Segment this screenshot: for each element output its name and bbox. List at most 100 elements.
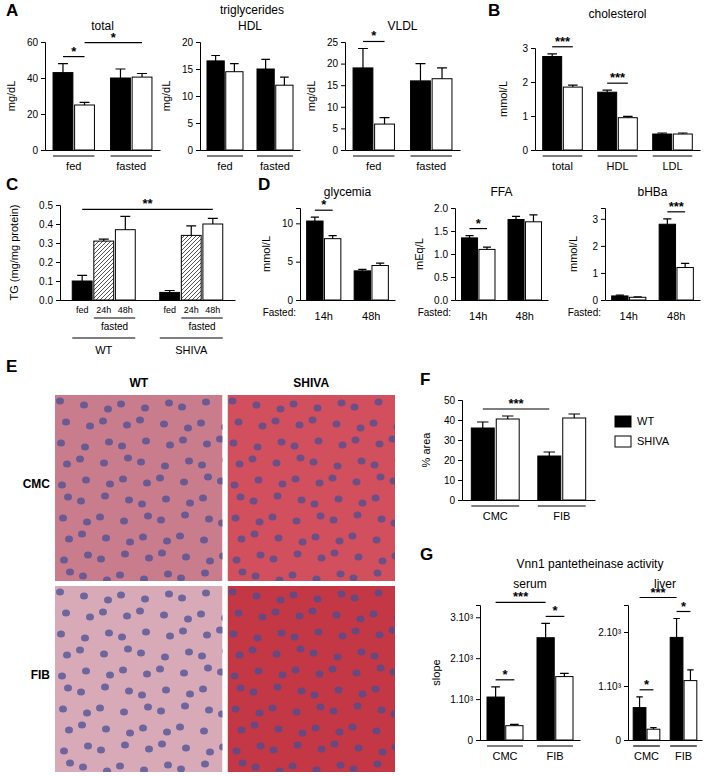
nucleus bbox=[310, 459, 318, 466]
x-tick-label: FIB bbox=[675, 750, 692, 762]
bar bbox=[563, 87, 582, 150]
nucleus bbox=[274, 493, 282, 500]
y-tick-label: 25 bbox=[327, 37, 339, 48]
nucleus bbox=[357, 425, 365, 432]
nucleus bbox=[358, 649, 366, 656]
nucleus bbox=[204, 474, 212, 481]
nucleus bbox=[338, 400, 346, 407]
legend-swatch bbox=[615, 416, 631, 427]
nucleus bbox=[230, 631, 238, 638]
nucleus bbox=[160, 421, 168, 428]
nucleus bbox=[79, 764, 87, 771]
bar-chart: 01020304050CMCFIB***% areaWTSHIVA bbox=[420, 395, 670, 522]
y-axis-title: mmol/L bbox=[497, 81, 509, 117]
x-tick: fasted bbox=[116, 160, 146, 172]
legend-label: SHIVA bbox=[637, 435, 670, 447]
y-tick-label: 0 bbox=[187, 145, 193, 156]
nucleus bbox=[257, 743, 265, 750]
y-tick-mark bbox=[196, 96, 200, 97]
nucleus bbox=[162, 496, 170, 503]
x-tick: 14h bbox=[469, 310, 487, 322]
x-tick-label: CMC bbox=[634, 750, 659, 762]
nucleus bbox=[222, 648, 223, 655]
y-tick-label: 50 bbox=[444, 395, 456, 406]
nucleus bbox=[232, 706, 240, 713]
nucleus bbox=[206, 749, 214, 756]
x-axis-title: Fasted: bbox=[568, 307, 601, 318]
error-bar bbox=[657, 133, 666, 134]
y-tick-mark bbox=[341, 85, 345, 86]
nucleus bbox=[277, 597, 285, 604]
nucleus bbox=[163, 538, 171, 545]
nucleus bbox=[186, 500, 194, 507]
nucleus bbox=[178, 404, 186, 411]
nucleus bbox=[176, 724, 184, 731]
y-tick-mark bbox=[458, 500, 462, 501]
nucleus bbox=[318, 746, 326, 753]
bar bbox=[471, 428, 494, 500]
legend-swatch bbox=[615, 436, 631, 447]
y-tick: 1.10³ bbox=[450, 694, 480, 705]
nucleus bbox=[221, 615, 223, 622]
nucleus bbox=[106, 672, 114, 679]
nucleus bbox=[253, 402, 261, 409]
nucleus bbox=[86, 423, 94, 430]
nucleus bbox=[254, 635, 262, 642]
y-tick-mark bbox=[41, 150, 45, 151]
y-tick-mark bbox=[56, 205, 60, 206]
nucleus bbox=[336, 538, 344, 545]
nucleus bbox=[339, 633, 347, 640]
nucleus bbox=[158, 741, 166, 748]
error-bar bbox=[616, 295, 624, 297]
y-axis: 0510 bbox=[282, 209, 301, 306]
y-tick: 50 bbox=[444, 395, 462, 406]
y-tick-mark bbox=[41, 114, 45, 115]
nucleus bbox=[103, 577, 111, 582]
error-bar bbox=[510, 724, 519, 725]
error-bar bbox=[634, 296, 642, 298]
significance-label: *** bbox=[610, 70, 626, 85]
nucleus bbox=[315, 629, 323, 636]
bar bbox=[487, 697, 504, 740]
error-bar bbox=[116, 69, 126, 78]
nucleus bbox=[185, 458, 193, 465]
nucleus bbox=[317, 704, 325, 711]
nucleus bbox=[206, 558, 214, 565]
nucleus bbox=[350, 575, 358, 582]
error-bar bbox=[502, 416, 513, 419]
bar bbox=[160, 292, 180, 300]
micrograph-bg bbox=[228, 395, 396, 581]
nucleus bbox=[251, 722, 259, 729]
bar-chart: 05101520fedfastedHDLtriglyceridesmg/dL bbox=[160, 3, 301, 172]
group-line bbox=[598, 155, 638, 156]
nucleus bbox=[354, 703, 362, 710]
y-axis-title: TG (mg/mg protein) bbox=[8, 205, 20, 301]
error-bar bbox=[376, 263, 384, 265]
nucleus bbox=[394, 615, 396, 622]
nucleus bbox=[329, 666, 337, 673]
nucleus bbox=[96, 514, 104, 521]
x-tick: CMC bbox=[634, 750, 659, 762]
nucleus bbox=[370, 420, 378, 427]
y-tick-label: 30 bbox=[444, 435, 456, 446]
nucleus bbox=[395, 648, 396, 655]
y-tick-mark bbox=[341, 128, 345, 129]
sub-line bbox=[94, 318, 135, 319]
bar bbox=[257, 69, 274, 150]
nucleus bbox=[199, 495, 207, 502]
error-bar bbox=[186, 226, 196, 236]
nucleus bbox=[329, 475, 337, 482]
nucleus bbox=[140, 767, 148, 773]
y-tick-mark bbox=[531, 82, 535, 83]
error-bar bbox=[380, 118, 390, 124]
nucleus bbox=[203, 632, 211, 639]
error-bar bbox=[541, 623, 550, 637]
y-tick-label: 20 bbox=[327, 58, 339, 69]
nucleus bbox=[375, 399, 383, 406]
y-tick: 40 bbox=[27, 73, 45, 84]
significance-label: *** bbox=[513, 589, 529, 604]
error-bar bbox=[477, 422, 488, 428]
nucleus bbox=[297, 455, 305, 462]
x-tick-label: fasted bbox=[260, 160, 290, 172]
nucleus bbox=[370, 611, 378, 618]
